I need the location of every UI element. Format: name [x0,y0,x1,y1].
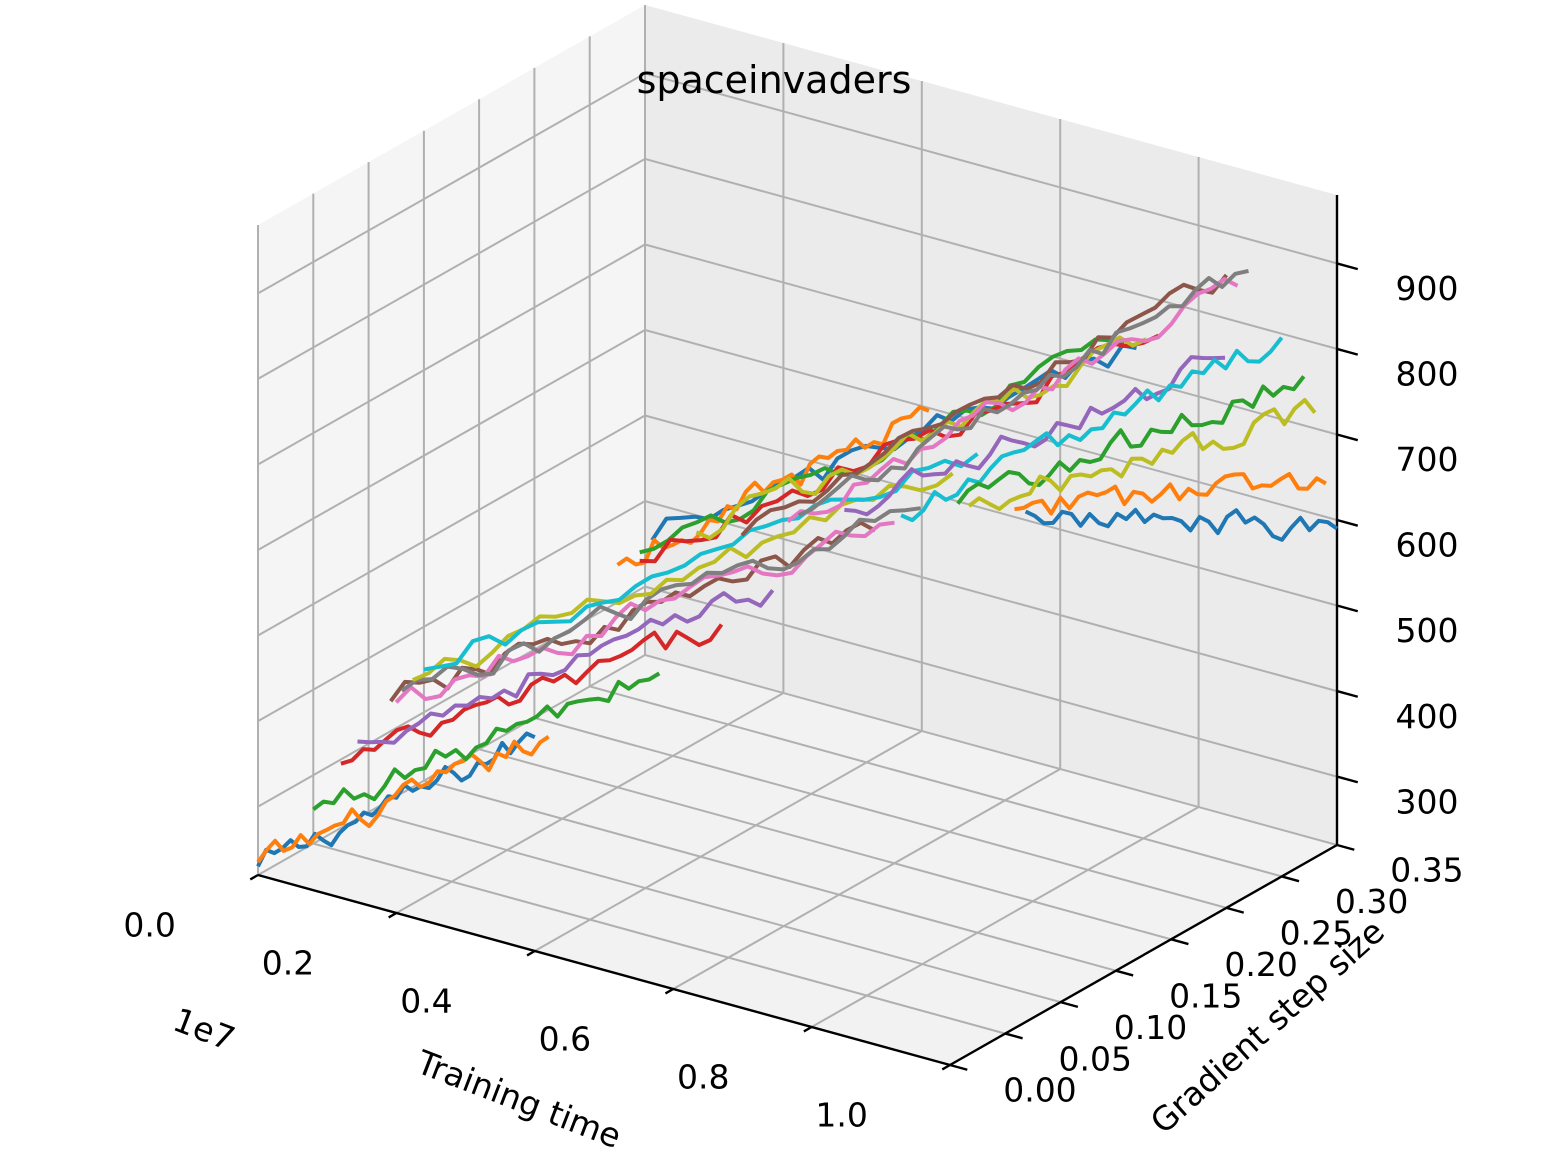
x-axis-label: Training time [411,1042,627,1156]
series-line [340,623,724,766]
z-grid-line [257,72,1338,295]
series-line [400,506,921,693]
x-tick-label: 0.8 [677,1058,729,1097]
series-line [844,355,1226,517]
z-tick [1336,347,1359,356]
series-line [786,277,1239,524]
z-tick-label: 900 [1395,269,1458,308]
axis-lines [249,195,1359,1071]
grid-lines [257,5,1338,1066]
y-grid-line [422,130,1117,972]
y-tick-label: 0.25 [1280,914,1353,953]
series-line [956,375,1306,505]
x-tick-label: 0.6 [539,1020,591,1059]
y-tick-label: 0.05 [1059,1039,1132,1078]
x-axis-line [257,873,951,1067]
axes-panes [258,5,1337,1065]
series-line [256,731,536,868]
z-grid-line [257,328,1338,551]
z-tick [1336,604,1359,613]
z-grid-line [257,585,1338,808]
y-tick-label: 0.30 [1335,882,1408,921]
y-tick [1336,843,1355,851]
y-tick [1115,969,1134,977]
z-tick-label: 800 [1395,355,1458,394]
series-line [695,335,1148,540]
series-line [1014,472,1327,516]
x-tick [249,873,259,881]
series-line [357,589,775,745]
y-tick [949,1063,968,1071]
y-grid-line [312,193,1006,1035]
y-tick-label: 0.10 [1114,1008,1187,1047]
y-tick-label: 0.20 [1224,945,1297,984]
series-line [389,520,877,703]
y-tick [1004,1032,1023,1040]
series-line [967,398,1317,511]
z-tick-label: 600 [1395,526,1458,565]
z-grid-line [257,243,1338,466]
z-tick-label: 300 [1395,782,1458,821]
z-tick-label: 400 [1395,697,1458,736]
z-tick [1336,433,1359,442]
series-line [797,268,1249,518]
z-tick-label: 500 [1395,611,1458,650]
x-tick-label: 0.2 [262,944,314,983]
y-grid-line [644,5,1338,846]
y-tick-label: 0.35 [1390,851,1463,890]
z-tick-label: 700 [1395,440,1458,479]
y-tick [1060,1000,1079,1009]
y-tick [1281,875,1300,883]
z-tick [1336,775,1359,784]
z-grid-line [257,414,1338,637]
x-axis-offset-label: 1e7 [168,1000,240,1059]
series-line [312,671,661,811]
series-lines [256,268,1339,868]
y-axis-line [949,843,1338,1067]
tick-labels: 0.00.20.40.60.81.00.000.050.100.150.200.… [123,269,1463,1134]
x-tick-label: 1.0 [815,1096,867,1135]
floor-pane [258,655,1337,1065]
chart-title: spaceinvaders [637,58,912,102]
y-grid-line [478,99,1172,941]
y-grid-line [588,36,1282,878]
x-tick-label: 0.0 [123,906,175,945]
series-line [740,273,1228,537]
y-tick-label: 0.15 [1169,976,1242,1015]
series-line [423,452,979,672]
x-tick-label: 0.4 [400,982,452,1021]
z-grid-line [257,157,1338,380]
series-line [256,735,550,864]
z-grid-line [257,500,1338,722]
y-tick [1170,938,1189,946]
series-line [900,336,1284,523]
series-line [616,405,930,567]
z-tick [1336,262,1359,271]
series-line [1024,507,1339,542]
y-tick [1226,906,1245,914]
y-tick-label: 0.00 [1003,1071,1076,1110]
z-tick [1336,518,1359,527]
z-tick [1336,689,1359,698]
